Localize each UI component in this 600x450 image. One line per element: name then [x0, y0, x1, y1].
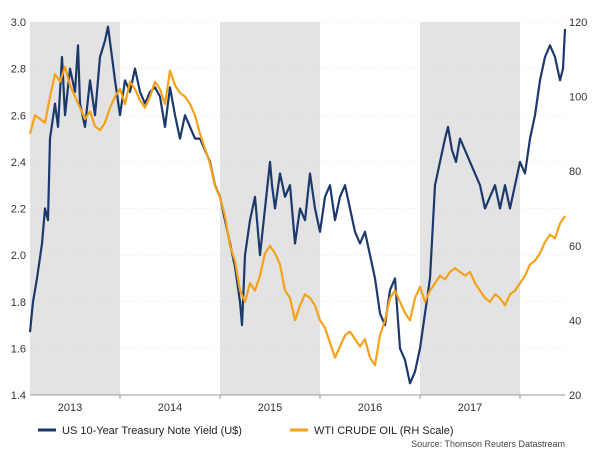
right-tick-label: 60	[569, 241, 581, 253]
x-tick-label: 2015	[258, 402, 282, 414]
x-tick-label: 2016	[358, 402, 382, 414]
left-tick-label: 2.0	[11, 250, 26, 262]
x-tick-label: 2014	[158, 402, 182, 414]
x-axis-ticks: 2013 2014 2015 2016 2017	[58, 395, 521, 414]
left-tick-label: 1.6	[11, 343, 26, 355]
left-tick-label: 3.0	[11, 17, 26, 29]
series-line-wti-crude-oil	[28, 65, 566, 367]
right-axis-ticks: 20 40 60 80 100 120	[569, 17, 587, 402]
legend-label-treasury-yield: US 10-Year Treasury Note Yield (U$)	[62, 425, 242, 437]
series-line-treasury-yield	[28, 25, 567, 385]
left-tick-label: 1.4	[11, 390, 26, 402]
source-note: Source: Thomson Reuters Datastream	[411, 439, 565, 449]
right-tick-label: 80	[569, 166, 581, 178]
right-tick-label: 120	[569, 17, 587, 29]
right-tick-label: 100	[569, 92, 587, 104]
left-tick-label: 2.4	[11, 157, 26, 169]
left-tick-label: 2.6	[11, 110, 26, 122]
left-axis-ticks: 1.4 1.6 1.8 2.0 2.2 2.4 2.6 2.8 3.0	[11, 17, 26, 402]
right-tick-label: 40	[569, 315, 581, 327]
x-tick-label: 2017	[458, 402, 482, 414]
shaded-band-2	[420, 22, 520, 395]
left-tick-label: 1.8	[11, 297, 26, 309]
left-tick-label: 2.2	[11, 204, 26, 216]
legend: US 10-Year Treasury Note Yield (U$) WTI …	[38, 425, 454, 437]
right-tick-label: 20	[569, 390, 581, 402]
legend-label-wti-crude-oil: WTI CRUDE OIL (RH Scale)	[314, 425, 454, 437]
x-tick-label: 2013	[58, 402, 82, 414]
left-tick-label: 2.8	[11, 64, 26, 76]
